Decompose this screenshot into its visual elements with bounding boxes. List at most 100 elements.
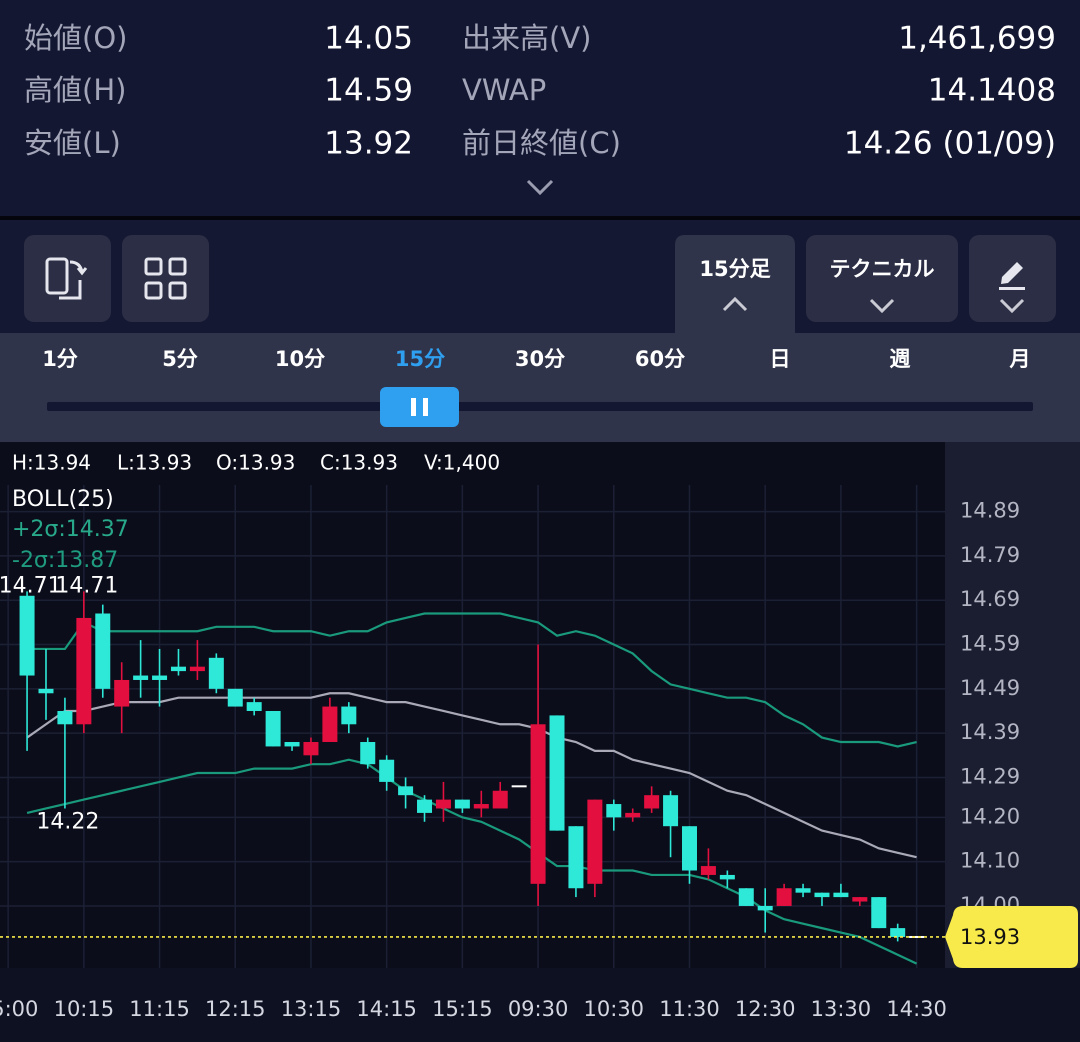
indicator-lower: -2σ:13.87 <box>12 548 118 573</box>
time-axis <box>0 968 1080 1042</box>
ohlc-info: O:13.93 <box>216 451 295 475</box>
candle-body <box>38 688 54 694</box>
technical-button[interactable] <box>806 235 958 322</box>
quote-value: 14.1408 <box>928 73 1056 109</box>
y-tick-label: 14.59 <box>960 632 1020 656</box>
candle-body <box>360 742 376 765</box>
quote-label: 安値(L) <box>24 126 121 160</box>
candle-body <box>625 812 641 818</box>
candle-body <box>890 928 906 937</box>
candle-body <box>341 706 357 725</box>
interval-option[interactable]: 月 <box>1009 347 1031 371</box>
price-axis <box>945 442 1080 968</box>
quote-label: 高値(H) <box>24 73 126 107</box>
indicator-name: BOLL(25) <box>12 487 114 512</box>
ohlc-info: V:1,400 <box>424 451 500 475</box>
quote-panel <box>0 0 1080 217</box>
price-annotation: 14.22 <box>36 809 99 834</box>
candle-body <box>587 799 603 884</box>
interval-button-label: 15分足 <box>699 257 770 281</box>
x-tick-label: 15:15 <box>432 997 493 1021</box>
candle-body <box>719 874 735 880</box>
candle-body <box>76 617 92 725</box>
grid <box>0 485 945 968</box>
quote-label: VWAP <box>462 73 546 107</box>
candle-body <box>133 675 149 680</box>
candle-body <box>511 785 527 788</box>
quote-label: 始値(O) <box>24 21 127 55</box>
slider-track[interactable] <box>47 402 1033 411</box>
candle-body <box>909 935 925 938</box>
candle-body <box>19 595 35 676</box>
quote-value: 13.92 <box>324 126 413 162</box>
overlay: 14.89 14.79 14.69 14.59 14.49 14.39 14.29 14.20… <box>0 451 1078 1021</box>
x-tick-label: 10:15 <box>54 997 115 1021</box>
x-tick-label: 13:15 <box>281 997 342 1021</box>
candle-body <box>606 804 622 818</box>
quote-value: 14.05 <box>324 21 413 57</box>
quote-label: 出来高(V) <box>462 21 591 55</box>
rotate-icon <box>45 257 88 300</box>
candle-body <box>795 888 811 893</box>
x-tick-label: 15:00 <box>0 997 38 1021</box>
candle-body <box>95 613 111 689</box>
candle-body <box>530 724 546 884</box>
interval-option[interactable]: 30分 <box>515 347 565 371</box>
price-annotation: 14.71 <box>55 573 118 598</box>
candle-body <box>738 888 754 906</box>
candle-body <box>303 742 319 756</box>
lower-band <box>26 758 918 965</box>
pencil-icon <box>999 262 1025 314</box>
y-tick-label: 14.89 <box>960 499 1020 523</box>
collapse-chevron <box>722 296 748 312</box>
x-tick-label: 11:30 <box>659 997 720 1021</box>
interval-option[interactable]: 5分 <box>162 347 198 371</box>
interval-option[interactable]: 10分 <box>275 347 325 371</box>
grid-icon <box>144 257 187 300</box>
interval-option[interactable]: 60分 <box>635 347 685 371</box>
ohlc-info: C:13.93 <box>320 451 398 475</box>
y-tick-label: 14.79 <box>960 543 1020 567</box>
last-price-label: 13.93 <box>960 925 1020 949</box>
middle-band <box>26 692 917 859</box>
quote-value: 14.26 (01/09) <box>844 126 1056 162</box>
quote-label: 前日終値(C) <box>462 126 621 160</box>
candle-body <box>227 688 243 707</box>
interval-option[interactable]: 日 <box>770 347 791 371</box>
candle-body <box>852 897 868 902</box>
candle-body <box>776 888 792 906</box>
x-tick-label: 09:30 <box>508 997 569 1021</box>
interval-option[interactable]: 週 <box>890 347 911 371</box>
interval-option[interactable]: 15分 <box>395 347 445 371</box>
candle-body <box>114 679 130 707</box>
candle-body <box>492 790 508 809</box>
y-tick-label: 14.10 <box>960 849 1020 873</box>
technical-chevron <box>869 298 895 314</box>
upper-band <box>27 612 917 748</box>
candle-body <box>568 826 584 889</box>
candle-body <box>663 795 679 827</box>
candle-body <box>814 892 830 898</box>
expand-chevron[interactable] <box>526 179 554 196</box>
handle-grip <box>411 398 416 416</box>
technical-button-label: テクニカル <box>830 257 935 281</box>
y-tick-label: 14.29 <box>960 764 1020 788</box>
layout-button[interactable] <box>122 235 209 322</box>
candle-body <box>454 799 470 809</box>
slider-handle[interactable] <box>380 387 459 427</box>
y-tick-label: 14.69 <box>960 587 1020 611</box>
y-tick-label: 14.39 <box>960 720 1020 744</box>
candle-body <box>417 799 433 813</box>
indicator-upper: +2σ:14.37 <box>12 517 129 542</box>
ohlc-info: H:13.94 <box>12 451 91 475</box>
candle-body <box>152 675 168 680</box>
interval-list: 1分 5分 10分 15分 30分 60分 日 週 月 <box>42 347 1030 371</box>
interval-bar-bg <box>0 333 1080 442</box>
interval-option[interactable]: 1分 <box>42 347 78 371</box>
x-tick-label: 13:30 <box>811 997 872 1021</box>
interval-tab[interactable] <box>675 235 795 333</box>
candle-body <box>379 759 395 782</box>
x-tick-label: 12:15 <box>205 997 266 1021</box>
